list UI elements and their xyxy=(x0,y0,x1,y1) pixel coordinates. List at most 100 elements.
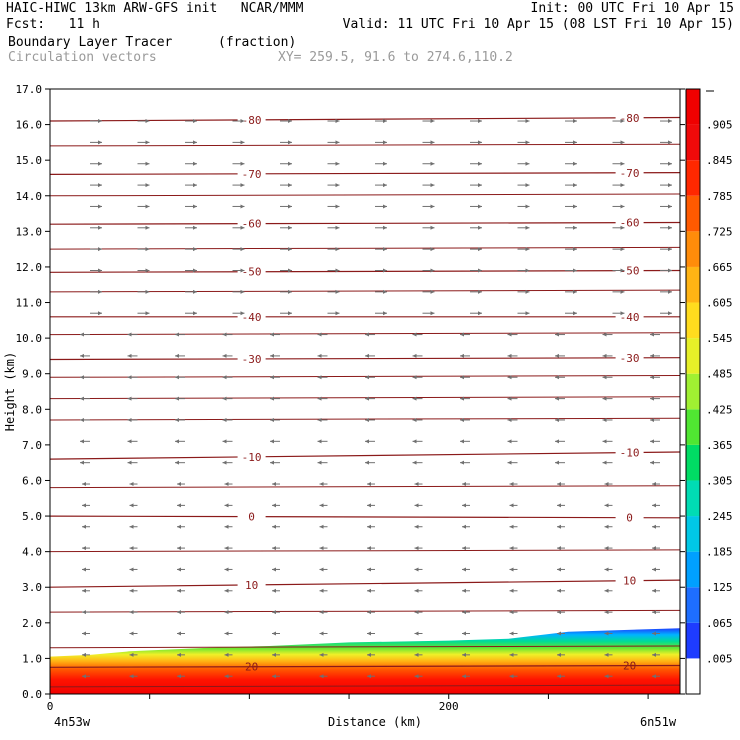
colorbar-label: .545 xyxy=(706,332,733,345)
isotherm-label: 20 xyxy=(623,660,636,673)
y-tick-label: 4.0 xyxy=(22,546,42,559)
colorbar-swatch xyxy=(686,622,700,659)
isotherm-label: 20 xyxy=(245,661,258,674)
x-start-label: 4n53w xyxy=(54,715,91,729)
contour-line xyxy=(49,289,681,293)
colorbar-label: .785 xyxy=(706,190,733,203)
contour-line xyxy=(49,417,681,421)
y-axis-title: Height (km) xyxy=(3,352,17,431)
contour-line xyxy=(49,609,681,613)
colorbar-label: .605 xyxy=(706,297,733,310)
cross-section-coords: XY= 259.5, 91.6 to 274.6,110.2 xyxy=(278,50,513,65)
colorbar-label: .245 xyxy=(706,510,733,523)
colorbar-label: .725 xyxy=(706,225,733,238)
isotherm-line xyxy=(49,172,681,175)
isotherm-label: -80 xyxy=(620,112,640,125)
colorbar-label: .365 xyxy=(706,439,733,452)
isotherm-line xyxy=(49,451,681,460)
contour-line xyxy=(49,549,681,553)
isotherm-label: -50 xyxy=(620,265,640,278)
plot-frame xyxy=(49,88,681,695)
colorbar-label: .845 xyxy=(706,154,733,167)
y-tick-label: 11.0 xyxy=(16,297,43,310)
isotherm-line xyxy=(49,357,681,361)
isotherm-label: -10 xyxy=(242,451,262,464)
colorbar-swatch xyxy=(686,266,700,303)
forecast-hour: Fcst: 11 h xyxy=(6,17,100,32)
colorbar-label: .005 xyxy=(706,652,733,665)
colorbar-swatch xyxy=(686,338,700,374)
y-tick-label: 1.0 xyxy=(22,652,42,665)
isotherm-line xyxy=(49,664,681,668)
contour-line xyxy=(49,375,681,378)
colorbar-label: .665 xyxy=(706,261,733,274)
isotherm-label: -60 xyxy=(242,218,262,231)
contour-line xyxy=(49,396,681,400)
colorbar-swatch xyxy=(686,658,700,694)
colorbar-frame xyxy=(685,88,701,695)
y-tick-label: 12.0 xyxy=(16,261,43,274)
isotherm-line xyxy=(49,515,681,519)
isotherm-label: 10 xyxy=(245,579,258,592)
x-axis-title: Distance (km) xyxy=(328,715,422,729)
y-tick-label: 0.0 xyxy=(22,688,42,701)
y-tick-label: 3.0 xyxy=(22,581,42,594)
colorbar-swatch xyxy=(686,124,700,161)
colorbar-swatch xyxy=(686,195,700,232)
field-name: Boundary Layer Tracer xyxy=(8,35,173,50)
colorbar-swatch xyxy=(686,231,700,267)
tracer-field xyxy=(50,628,680,694)
model-title: HAIC-HIWC 13km ARW-GFS init NCAR/MMM xyxy=(6,1,304,16)
isotherm-line xyxy=(49,579,681,588)
colorbar-label: .905 xyxy=(706,119,733,132)
field-units: (fraction) xyxy=(218,35,297,50)
colorbar-swatch xyxy=(686,551,700,588)
colorbar-swatch xyxy=(686,373,700,410)
valid-time: Valid: 11 UTC Fri 10 Apr 15 (08 LST Fri … xyxy=(342,17,734,32)
vectors-label: Circulation vectors xyxy=(8,50,157,65)
colorbar-label: .305 xyxy=(706,474,733,487)
x-tick-label: 0 xyxy=(47,700,54,713)
colorbar-swatch xyxy=(686,444,700,481)
contour-line xyxy=(49,332,681,336)
y-tick-label: 7.0 xyxy=(22,439,42,452)
isotherm-label: -30 xyxy=(242,353,262,366)
isotherm-label: -40 xyxy=(242,311,262,324)
isotherm-label: 0 xyxy=(626,512,633,525)
y-tick-label: 6.0 xyxy=(22,474,42,487)
x-end-label: 6n51w xyxy=(640,715,677,729)
colorbar-swatch xyxy=(686,480,700,517)
init-time: Init: 00 UTC Fri 10 Apr 15 xyxy=(530,1,735,16)
colorbar-swatch xyxy=(686,587,700,623)
isotherm-label: -40 xyxy=(620,311,640,324)
y-tick-label: 15.0 xyxy=(16,154,43,167)
isotherm-line xyxy=(49,221,681,225)
colorbar-label: .125 xyxy=(706,581,733,594)
y-tick-label: 2.0 xyxy=(22,617,42,630)
y-tick-label: 16.0 xyxy=(16,119,43,132)
y-tick-label: 17.0 xyxy=(16,83,43,96)
contour-line xyxy=(49,246,681,250)
contour-line xyxy=(49,193,681,197)
colorbar-swatch xyxy=(686,516,700,552)
isotherm-label: -70 xyxy=(620,167,640,180)
x-tick-label: 200 xyxy=(439,700,459,713)
contour-line xyxy=(49,684,681,688)
isotherm-label: 0 xyxy=(248,511,255,524)
colorbar-swatch xyxy=(686,302,700,339)
contour-line xyxy=(49,645,681,649)
y-tick-label: 10.0 xyxy=(16,332,43,345)
colorbar-label: .425 xyxy=(706,403,733,416)
isotherm-line xyxy=(49,116,681,122)
y-tick-label: 5.0 xyxy=(22,510,42,523)
isotherm-label: -60 xyxy=(620,217,640,230)
isotherm-label: -10 xyxy=(620,447,640,460)
y-tick-label: 14.0 xyxy=(16,190,43,203)
y-tick-label: 8.0 xyxy=(22,403,42,416)
y-tick-label: 13.0 xyxy=(16,225,43,238)
isotherm-label: 10 xyxy=(623,575,636,588)
contour-line xyxy=(49,143,681,147)
colorbar-label: .185 xyxy=(706,546,733,559)
isotherm-label: -70 xyxy=(242,168,262,181)
